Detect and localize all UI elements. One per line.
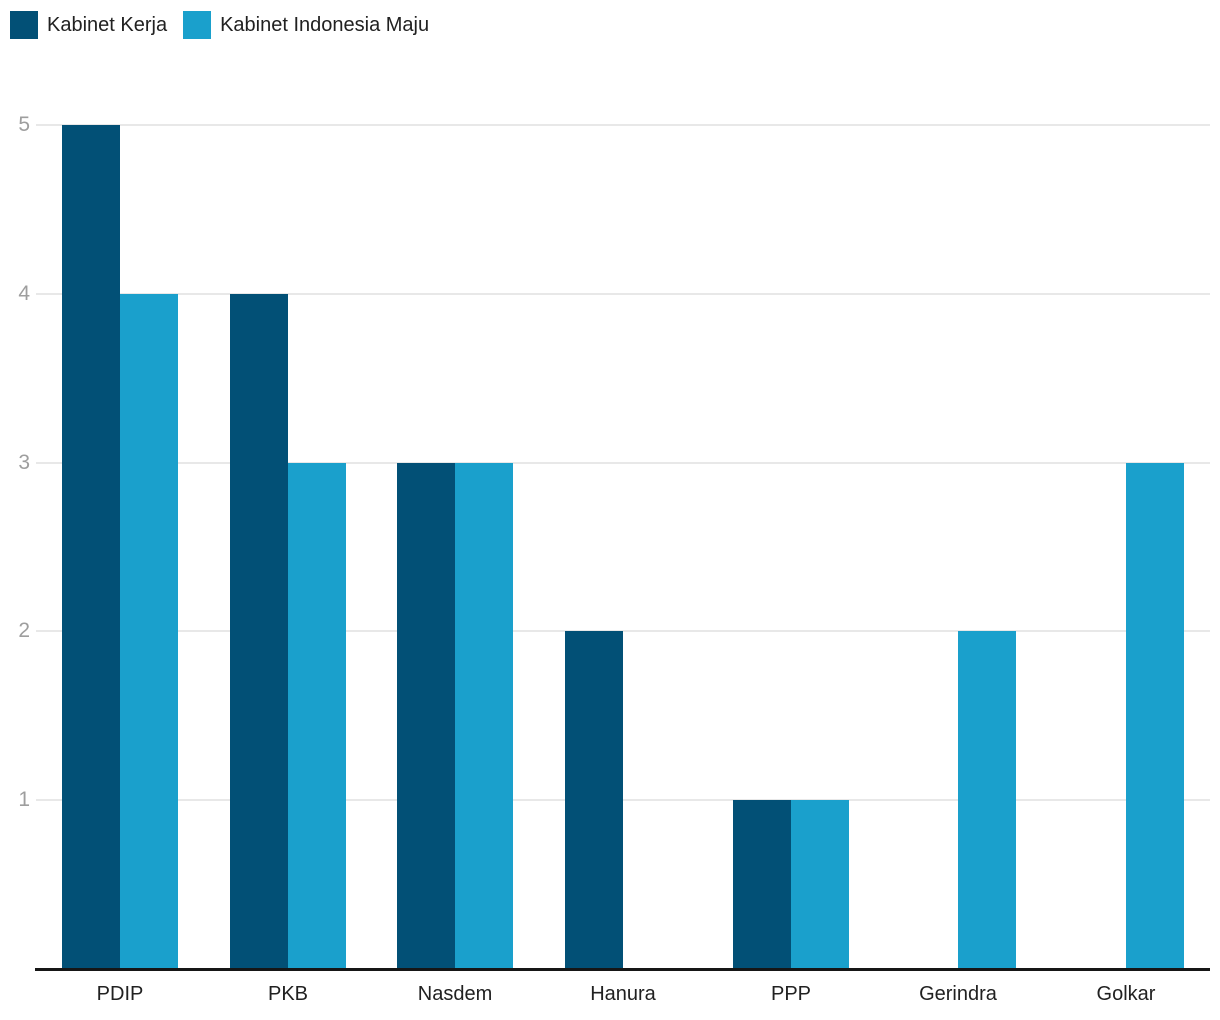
y-axis-tick-label-2: 2 <box>18 619 30 642</box>
bar-kabinet-kerja-ppp[interactable] <box>733 800 791 969</box>
x-axis-label-hanura: Hanura <box>590 983 656 1005</box>
chart-legend: Kabinet Kerja Kabinet Indonesia Maju <box>10 11 429 39</box>
legend-item-kabinet-kerja[interactable]: Kabinet Kerja <box>10 11 167 39</box>
gridline-3 <box>36 462 1210 464</box>
x-axis-line <box>35 968 1210 971</box>
bar-kabinet-kerja-nasdem[interactable] <box>397 463 455 969</box>
bar-kabinet-indonesia-maju-nasdem[interactable] <box>455 463 513 969</box>
bar-kabinet-indonesia-maju-gerindra[interactable] <box>958 631 1016 969</box>
bar-kabinet-kerja-pkb[interactable] <box>230 294 288 969</box>
bar-kabinet-indonesia-maju-ppp[interactable] <box>791 800 849 969</box>
x-axis-label-gerindra: Gerindra <box>919 983 997 1005</box>
gridline-5 <box>36 124 1210 126</box>
legend-label: Kabinet Indonesia Maju <box>220 14 430 36</box>
gridline-2 <box>36 630 1210 632</box>
bar-kabinet-indonesia-maju-pdip[interactable] <box>120 294 178 969</box>
plot-area <box>36 124 1210 969</box>
x-axis-label-pkb: PKB <box>267 983 309 1005</box>
y-axis-tick-label-4: 4 <box>18 282 30 305</box>
legend-label: Kabinet Kerja <box>47 14 168 36</box>
legend-item-kabinet-indonesia-maju[interactable]: Kabinet Indonesia Maju <box>183 11 429 39</box>
gridline-4 <box>36 293 1210 295</box>
y-axis-tick-label-3: 3 <box>18 451 30 474</box>
bar-kabinet-indonesia-maju-pkb[interactable] <box>288 463 346 969</box>
gridline-1 <box>36 799 1210 801</box>
bar-kabinet-indonesia-maju-golkar[interactable] <box>1126 463 1184 969</box>
legend-swatch-kabinet-indonesia-maju <box>183 11 212 39</box>
y-axis-tick-label-1: 1 <box>18 788 30 811</box>
legend-swatch-kabinet-kerja <box>10 11 38 39</box>
bar-kabinet-kerja-pdip[interactable] <box>62 125 120 969</box>
bar-kabinet-kerja-hanura[interactable] <box>565 631 623 969</box>
x-axis-label-pdip: PDIP <box>96 983 144 1005</box>
x-axis-label-nasdem: Nasdem <box>417 983 493 1005</box>
x-axis-label-golkar: Golkar <box>1096 983 1156 1005</box>
y-axis-tick-label-5: 5 <box>18 113 30 136</box>
x-axis-label-ppp: PPP <box>770 983 812 1005</box>
